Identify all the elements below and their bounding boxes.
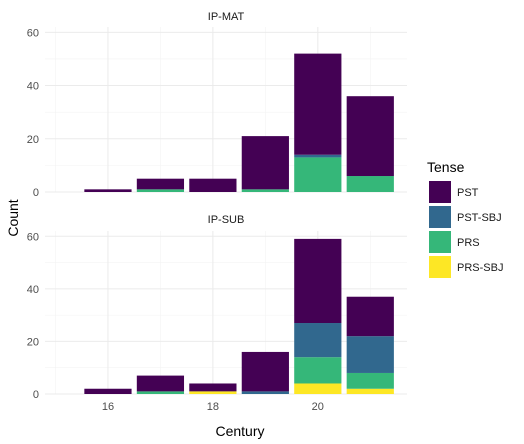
panel-ip-mat: 0 20 40 60 IP-MAT [27, 11, 407, 199]
panels-layer: 0 20 40 60 IP-MAT 0 20 40 60 IP-SUB 16 18 20 [27, 11, 407, 413]
legend-label-prs: PRS [457, 237, 480, 249]
x-tick-label: 20 [312, 401, 324, 413]
bar-segment-pst-18 [189, 383, 237, 392]
bar-segment-pst-17 [136, 178, 185, 190]
facet-strip-label: IP-MAT [208, 11, 245, 23]
y-tick-label: 40 [27, 284, 39, 296]
bar-segment-prs-21 [346, 372, 394, 389]
bar-segment-pst-sbj-20 [294, 323, 342, 358]
bar-segment-pst-16 [84, 189, 132, 192]
bar-segment-prs-17 [136, 391, 185, 394]
legend: Tense PST PST-SBJ PRS PRS-SBJ [427, 159, 503, 278]
bar-segment-pst-20 [294, 238, 342, 324]
bar-segment-pst-21 [346, 296, 394, 337]
y-tick-label: 60 [27, 231, 39, 243]
bar-segment-pst-19 [241, 351, 289, 392]
bar-segment-pst-19 [241, 136, 289, 190]
bar-segment-pst-sbj-21 [346, 336, 394, 373]
facet-strip-label: IP-SUB [208, 214, 245, 226]
bar-segment-pst-21 [346, 96, 394, 177]
bar-segment-prs-sbj-20 [294, 383, 342, 394]
x-tick-label: 16 [102, 401, 114, 413]
legend-key-prs [429, 231, 451, 253]
legend-label-pst: PST [457, 187, 479, 199]
legend-title: Tense [427, 159, 465, 175]
x-axis-title: Century [215, 423, 264, 439]
bar-segment-prs-21 [346, 176, 394, 192]
bar-segment-prs-20 [294, 157, 342, 192]
y-tick-label: 60 [27, 27, 39, 39]
legend-label-pst-sbj: PST-SBJ [457, 212, 502, 224]
bar-segment-pst-18 [189, 178, 237, 192]
bar-segment-prs-17 [136, 189, 185, 192]
bar-segment-pst-16 [84, 388, 132, 394]
bar-segment-prs-sbj-21 [346, 388, 394, 394]
y-tick-label: 0 [33, 389, 39, 401]
y-axis-title: Count [5, 199, 21, 236]
bar-segment-pst-sbj-20 [294, 154, 342, 158]
legend-key-pst-sbj [429, 206, 451, 228]
bar-segment-pst-sbj-19 [241, 391, 289, 394]
x-tick-label: 18 [207, 401, 219, 413]
bar-segment-pst-17 [136, 375, 185, 392]
panel-ip-sub: 0 20 40 60 IP-SUB 16 18 20 [27, 214, 407, 413]
bar-segment-prs-19 [241, 189, 289, 192]
legend-key-pst [429, 181, 451, 203]
bar-segment-pst-20 [294, 53, 342, 155]
y-tick-label: 40 [27, 81, 39, 93]
legend-key-prs-sbj [429, 256, 451, 278]
bar-segment-prs-sbj-18 [189, 391, 237, 394]
legend-label-prs-sbj: PRS-SBJ [457, 262, 503, 274]
y-tick-label: 20 [27, 134, 39, 146]
y-tick-label: 0 [33, 187, 39, 199]
bar-segment-prs-20 [294, 357, 342, 384]
y-tick-label: 20 [27, 336, 39, 348]
